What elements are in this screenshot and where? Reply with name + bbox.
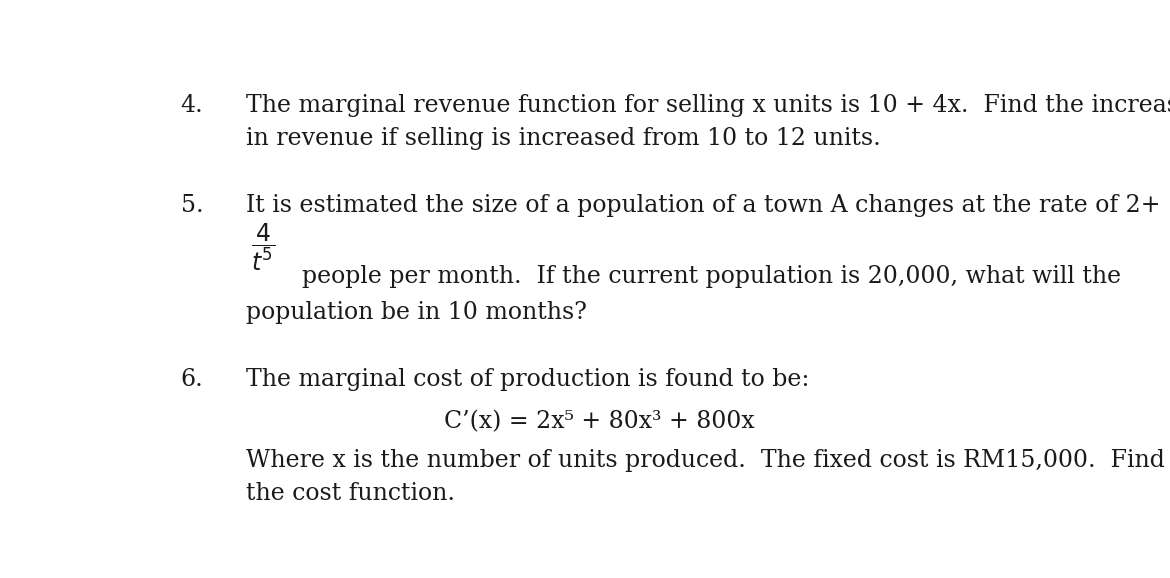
Text: The marginal revenue function for selling x units is 10 + 4x.  Find the increase: The marginal revenue function for sellin… [246, 94, 1170, 117]
Text: C’(x) = 2x⁵ + 80x³ + 800x: C’(x) = 2x⁵ + 80x³ + 800x [445, 410, 755, 433]
Text: people per month.  If the current population is 20,000, what will the: people per month. If the current populat… [302, 265, 1121, 288]
Text: The marginal cost of production is found to be:: The marginal cost of production is found… [246, 368, 810, 391]
Text: 5.: 5. [180, 194, 204, 217]
Text: It is estimated the size of a population of a town A changes at the rate of 2+: It is estimated the size of a population… [246, 194, 1161, 217]
Text: 4.: 4. [180, 94, 204, 117]
Text: $\dfrac{4}{t^5}$: $\dfrac{4}{t^5}$ [250, 221, 275, 273]
Text: 6.: 6. [180, 368, 204, 391]
Text: population be in 10 months?: population be in 10 months? [246, 301, 587, 324]
Text: Where x is the number of units produced.  The fixed cost is RM15,000.  Find: Where x is the number of units produced.… [246, 449, 1165, 472]
Text: in revenue if selling is increased from 10 to 12 units.: in revenue if selling is increased from … [246, 127, 881, 150]
Text: the cost function.: the cost function. [246, 483, 455, 505]
